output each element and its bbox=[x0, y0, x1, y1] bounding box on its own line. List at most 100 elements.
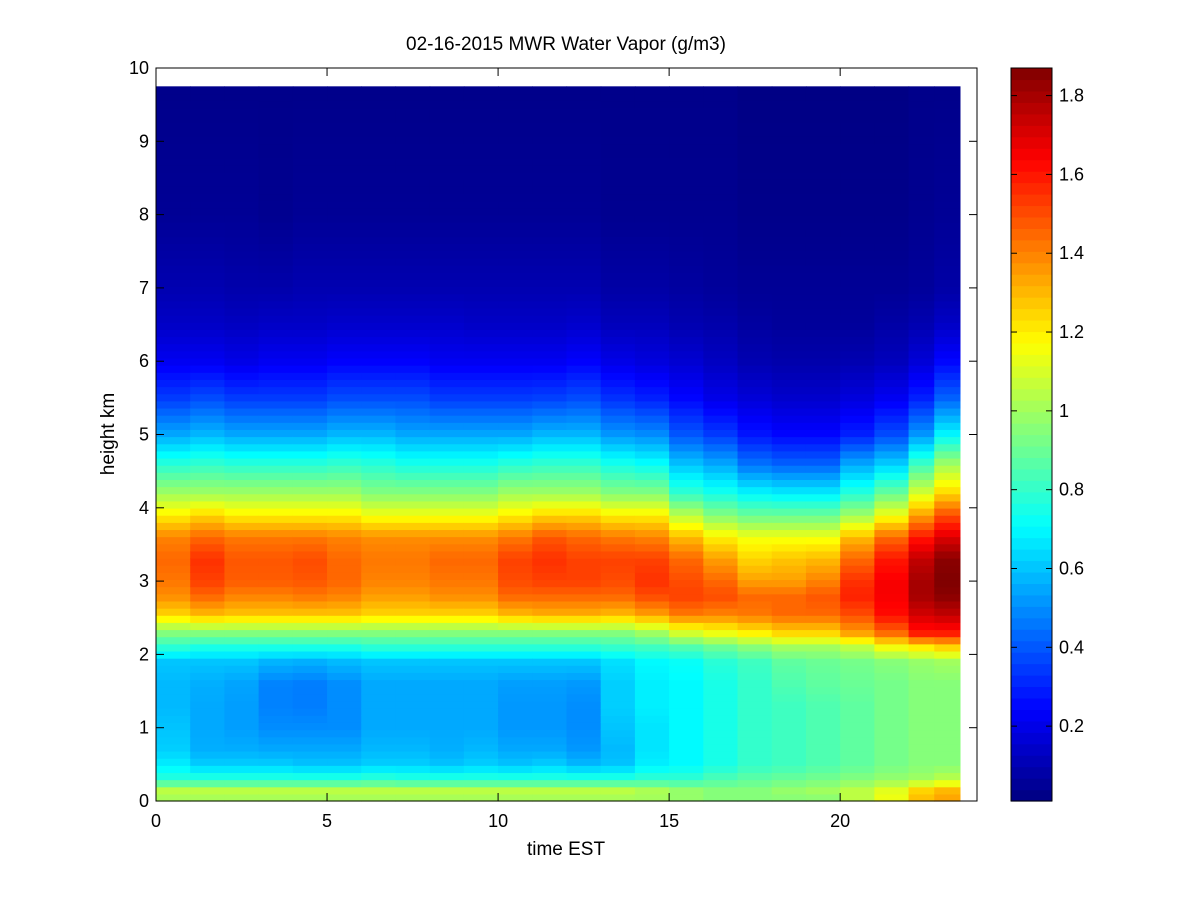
y-tick-label: 9 bbox=[139, 131, 149, 151]
heatmap-cell bbox=[258, 322, 294, 330]
heatmap-cell bbox=[737, 722, 773, 731]
heatmap-cell bbox=[258, 122, 294, 130]
heatmap-cell bbox=[805, 322, 841, 330]
heatmap-cell bbox=[292, 672, 328, 681]
heatmap-cell bbox=[771, 400, 807, 409]
heatmap-cell bbox=[258, 536, 294, 545]
colorbar-swatch bbox=[1011, 113, 1052, 126]
heatmap-cell bbox=[703, 214, 739, 223]
heatmap-cell bbox=[361, 293, 397, 302]
heatmap-cell bbox=[361, 543, 397, 552]
heatmap-cell bbox=[566, 472, 602, 480]
heatmap-cell bbox=[634, 622, 670, 631]
heatmap-cell bbox=[703, 100, 739, 109]
heatmap-cell bbox=[156, 372, 191, 380]
heatmap-cell bbox=[190, 207, 226, 216]
heatmap-cell bbox=[703, 593, 739, 602]
colorbar-swatch bbox=[1011, 182, 1052, 195]
heatmap-cell bbox=[669, 558, 704, 566]
heatmap-cell bbox=[566, 765, 602, 774]
heatmap-cell bbox=[566, 529, 602, 538]
heatmap-cell bbox=[361, 572, 397, 581]
heatmap-cell bbox=[840, 457, 875, 466]
heatmap-cell bbox=[874, 772, 910, 781]
heatmap-cell bbox=[566, 750, 602, 759]
heatmap-cell bbox=[258, 665, 294, 673]
heatmap-cell bbox=[292, 572, 328, 581]
heatmap-cell bbox=[395, 86, 431, 95]
heatmap-cell bbox=[327, 708, 362, 716]
heatmap-cell bbox=[224, 700, 260, 709]
heatmap-cell bbox=[600, 515, 636, 523]
heatmap-cell bbox=[429, 750, 465, 759]
colorbar-swatch bbox=[1011, 686, 1052, 699]
heatmap-cell bbox=[703, 715, 739, 723]
heatmap-cell bbox=[703, 193, 739, 202]
heatmap-cell bbox=[190, 500, 226, 509]
heatmap-cell bbox=[498, 393, 533, 402]
heatmap-cell bbox=[258, 529, 294, 538]
heatmap-cell bbox=[805, 379, 841, 388]
heatmap-cell bbox=[771, 765, 807, 774]
heatmap-cell bbox=[934, 522, 961, 531]
heatmap-cell bbox=[498, 386, 533, 395]
heatmap-cell bbox=[634, 729, 670, 738]
heatmap-cell bbox=[874, 586, 910, 595]
heatmap-cell bbox=[429, 772, 465, 781]
heatmap-cell bbox=[463, 136, 499, 145]
heatmap-cell bbox=[600, 122, 636, 130]
heatmap-cell bbox=[771, 136, 807, 145]
heatmap-cell bbox=[805, 372, 841, 380]
heatmap-cell bbox=[840, 250, 875, 259]
heatmap-cell bbox=[429, 536, 465, 545]
heatmap-cell bbox=[224, 529, 260, 538]
heatmap-cell bbox=[224, 243, 260, 252]
heatmap-cell bbox=[805, 143, 841, 152]
heatmap-cell bbox=[429, 350, 465, 359]
heatmap-cell bbox=[156, 708, 191, 716]
heatmap-cell bbox=[429, 643, 465, 652]
heatmap-cell bbox=[805, 429, 841, 438]
heatmap-cell bbox=[600, 222, 636, 230]
heatmap-cell bbox=[771, 329, 807, 338]
heatmap-cell bbox=[327, 150, 362, 159]
heatmap-cell bbox=[224, 429, 260, 438]
heatmap-cell bbox=[805, 93, 841, 102]
heatmap-cell bbox=[327, 715, 362, 723]
heatmap-cell bbox=[498, 700, 533, 709]
heatmap-cell bbox=[190, 200, 226, 209]
heatmap-cell bbox=[258, 543, 294, 552]
heatmap-cell bbox=[874, 500, 910, 509]
heatmap-cell bbox=[634, 486, 670, 495]
heatmap-cell bbox=[669, 350, 704, 359]
heatmap-cell bbox=[429, 193, 465, 202]
heatmap-cell bbox=[156, 600, 191, 609]
heatmap-cell bbox=[634, 543, 670, 552]
heatmap-cell bbox=[190, 786, 226, 795]
heatmap-cell bbox=[703, 793, 739, 802]
heatmap-cell bbox=[634, 600, 670, 609]
y-tick-label: 4 bbox=[139, 498, 149, 518]
heatmap-cell bbox=[669, 743, 704, 752]
heatmap-cell bbox=[805, 565, 841, 573]
heatmap-cell bbox=[934, 193, 961, 202]
heatmap-cell bbox=[703, 86, 739, 95]
heatmap-cell bbox=[361, 436, 397, 445]
heatmap-cell bbox=[840, 415, 875, 423]
heatmap-cell bbox=[908, 765, 935, 774]
heatmap-cell bbox=[361, 472, 397, 480]
heatmap-cell bbox=[429, 736, 465, 745]
heatmap-cell bbox=[805, 107, 841, 116]
heatmap-cell bbox=[395, 515, 431, 523]
heatmap-cell bbox=[669, 236, 704, 245]
heatmap-cell bbox=[429, 315, 465, 323]
heatmap-cell bbox=[703, 122, 739, 130]
heatmap-cell bbox=[463, 536, 499, 545]
heatmap-cell bbox=[258, 658, 294, 666]
heatmap-cell bbox=[737, 593, 773, 602]
heatmap-cell bbox=[361, 779, 397, 788]
heatmap-cell bbox=[840, 650, 875, 659]
heatmap-cell bbox=[532, 143, 568, 152]
heatmap-cell bbox=[840, 779, 875, 788]
y-tick-label: 6 bbox=[139, 351, 149, 371]
